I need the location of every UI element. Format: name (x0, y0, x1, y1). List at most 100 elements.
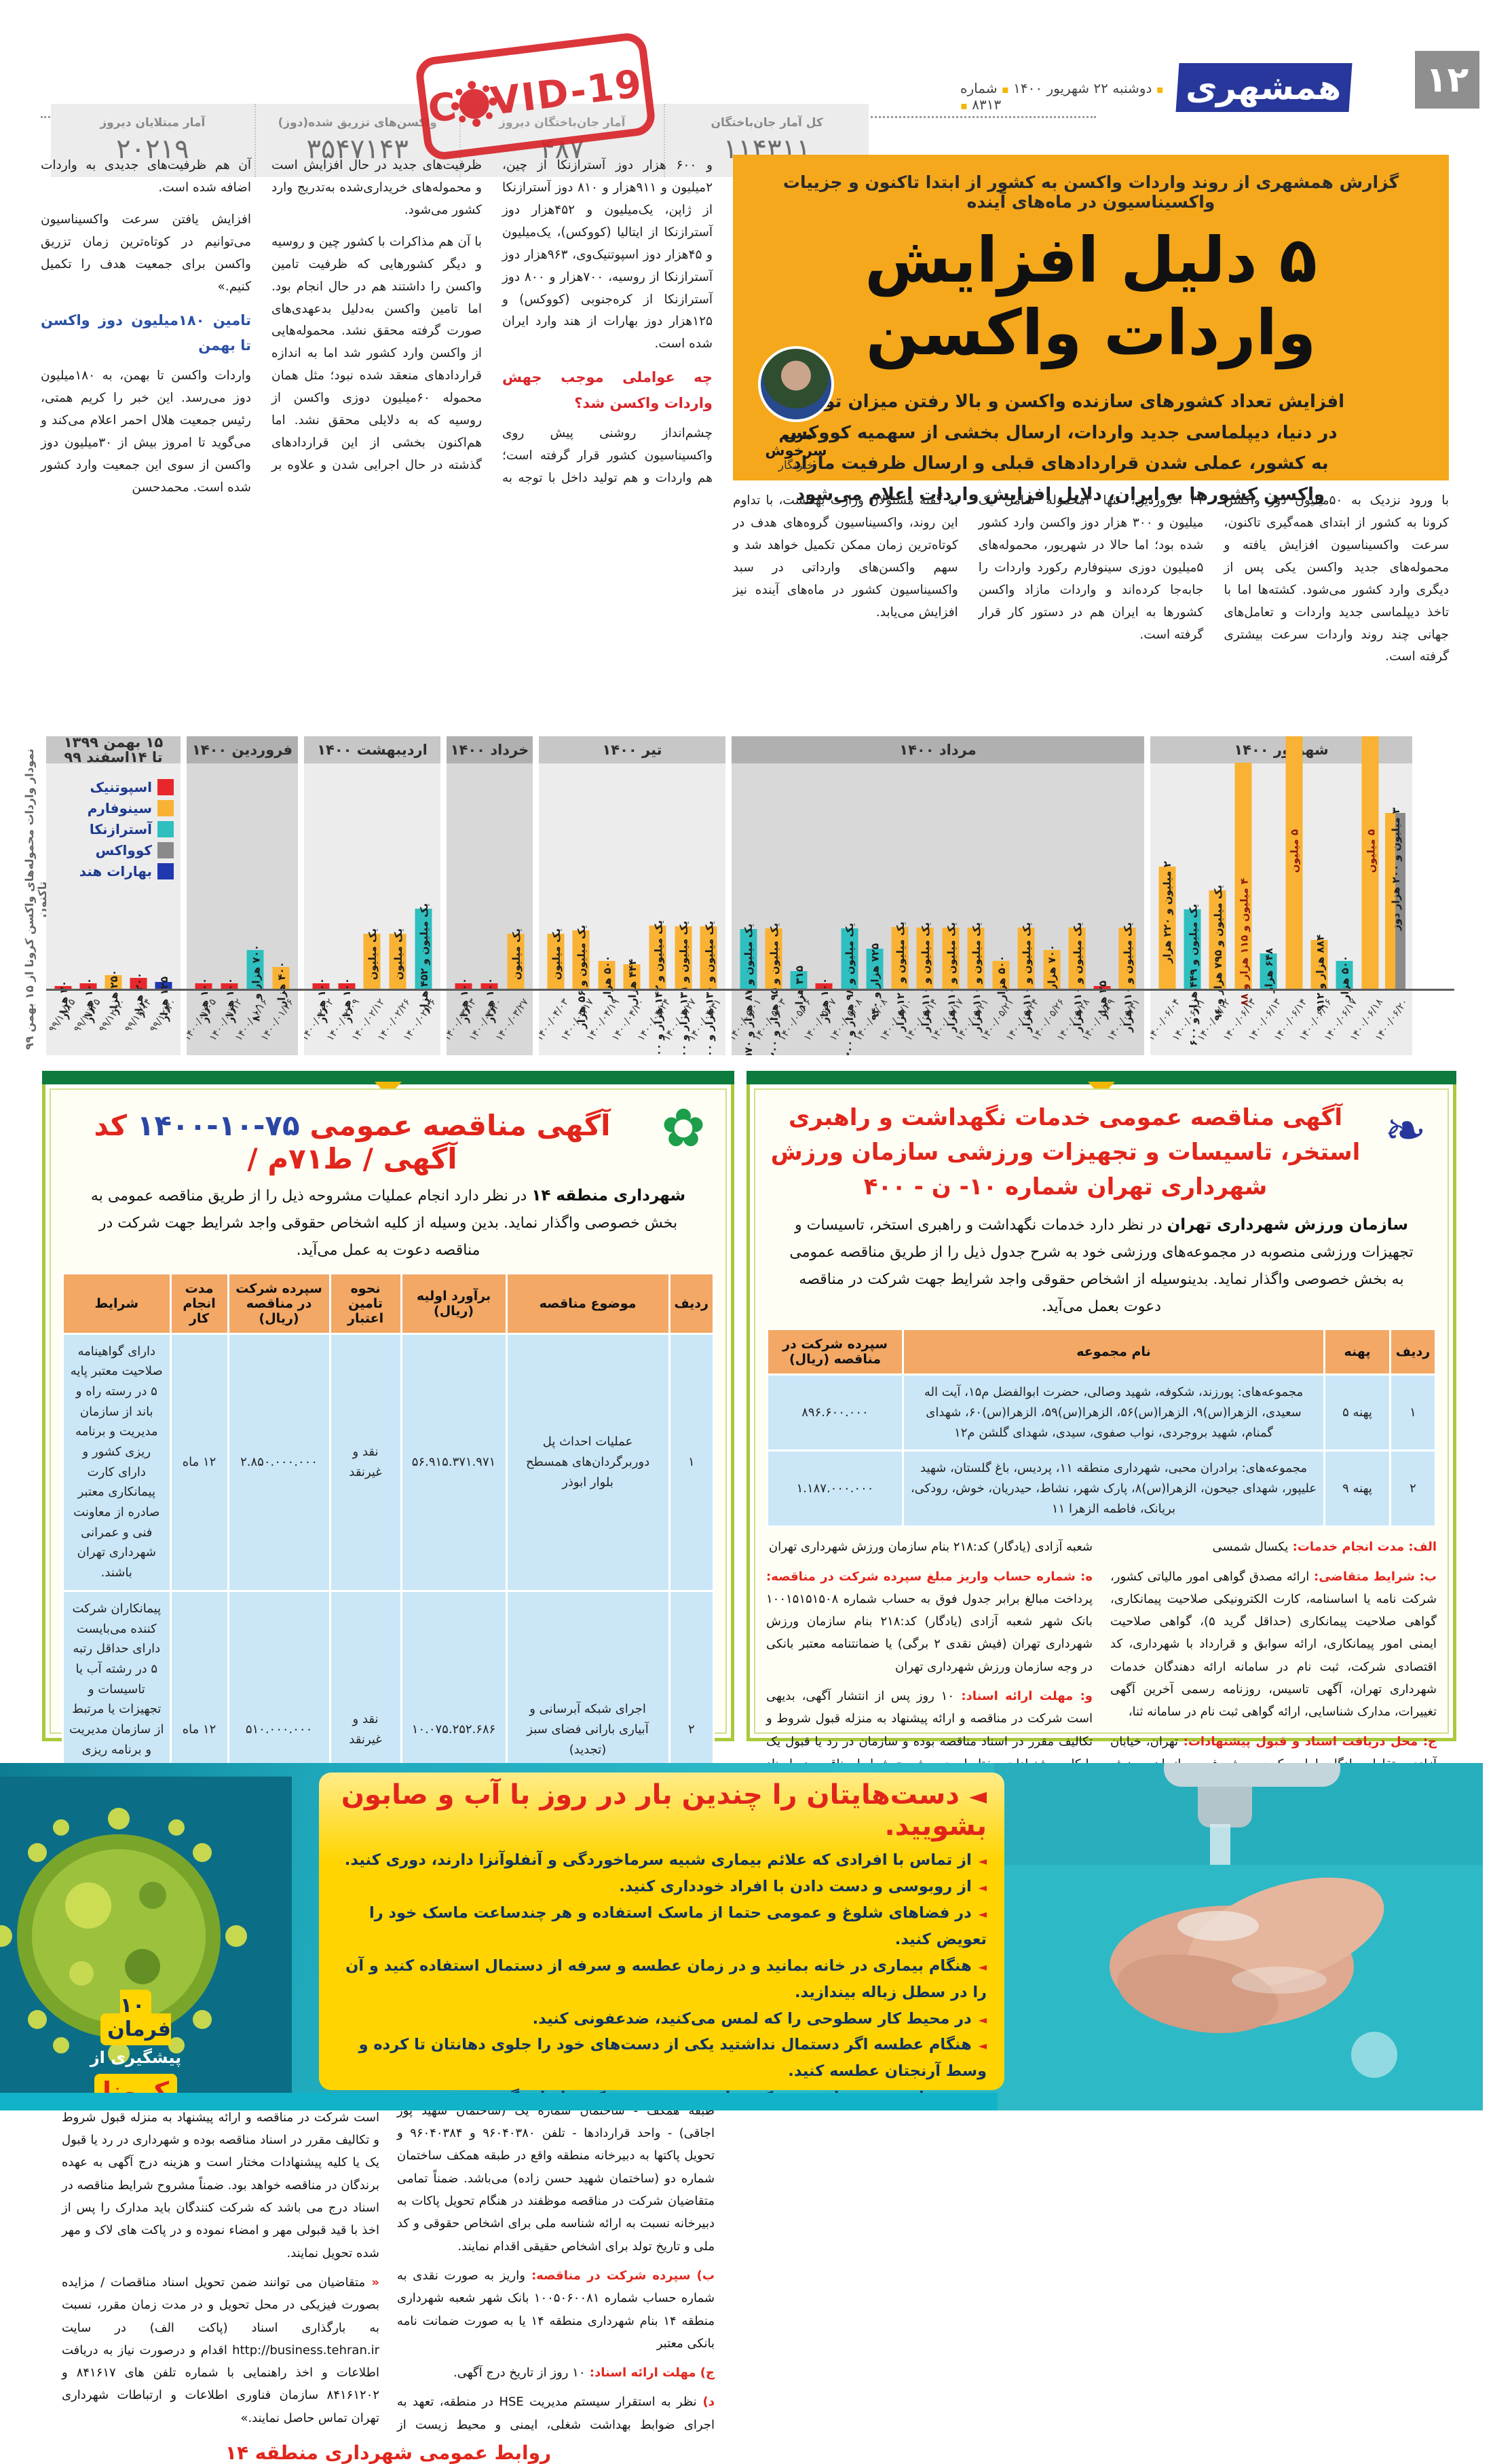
article-headline: ۵ دلیل افزایش واردات واکسن (865, 224, 1317, 369)
legend-item: آسترازنکا (53, 821, 174, 837)
chart-panel-plot: یک میلیون و ۸۷ هزار و ۵۷۰ ۱۴۰۰/۰۵/۰۱ یک می… (732, 763, 1144, 1055)
chart-bar: ۵ میلیون ۱۴۰۰/۰۶/۱۸ (1348, 736, 1385, 1043)
ad-left-inner: ✿ آگهی مناقصه عمومی ۷۵-۱۰-۱۴۰۰ کد آگهی /… (50, 1088, 727, 2464)
table-cell: مجموعه‌های: پورزند، شکوفه، شهید وصالی، ح… (902, 1373, 1325, 1452)
legend-item: اسپوتنیک (53, 779, 174, 795)
legend-item: بهارات هند (53, 863, 174, 879)
bar-rect (623, 964, 641, 989)
table-header: برآورد اولیه (ریال) (400, 1272, 508, 1335)
chart-panel-title: خرداد ۱۴۰۰ (447, 736, 533, 763)
ad-right-table: ردیف پهنه نام مجموعه سپرده شرکت در مناقصه (… (766, 1328, 1437, 1528)
table-cell: مجموعه‌های: برادران محبی، شهرداری منطقه … (902, 1449, 1325, 1528)
ad-note: الف: مدت انجام خدمات: یکسال شمسی (1110, 1536, 1437, 1558)
bar-rect (507, 934, 525, 989)
article-kicker: گزارش همشهری از روند واردات واکسن به کشو… (782, 172, 1399, 212)
bar-rect (815, 983, 833, 989)
article-body-below-lead: با ورود نزدیک به ۵۰میلیون دوز واکسن کرون… (733, 490, 1449, 726)
legend-swatch-icon (157, 779, 174, 795)
bar-value-label: ۵۰۰ هزار (996, 955, 1008, 1001)
bar-rect (312, 983, 330, 989)
bar-rect (1209, 890, 1226, 989)
bar-value-label: ۳ میلیون و ۲۰۰ هزار دوز (1390, 808, 1403, 931)
bar-rect (389, 934, 407, 989)
ad-note-text: به قراردادهای منعقده پیش پرداخت تعلق نمی… (62, 2088, 379, 2260)
reporter-name: مریم سرخوش (765, 426, 827, 459)
ad-note-label: « (365, 2275, 380, 2290)
ad-note-text: یکسال شمسی (1212, 1540, 1289, 1555)
table-header: نام مجموعه (902, 1328, 1325, 1376)
chart-bar: یک میلیون و ۱۱۰ هزار ۱۴۰۰/۰۵/۲۸ (1055, 763, 1092, 1043)
chart-panel-plot: ۱۰۰ هزار ۱۴۰۰/۰۲/۰۲ ۱۰۰ هزار ۱۴۰۰/۰۲/۰۹ یک م… (304, 763, 440, 1055)
bar-value-label: یک میلیون و ۱۳۰ هزار و ۴۰۰ (703, 921, 716, 1055)
bar-value-label: ۲ میلیون و ۲۲۰ هزار (1161, 861, 1174, 964)
corona-prevention-banner: ◄ دست‌هایتان را چندین بار در روز با آب و… (0, 1763, 1483, 2110)
chart-bar: یک میلیون ۱۴۰۰/۰۳/۲۷ (493, 763, 530, 1043)
chart-bar: یک میلیون و ۷۹۵ هزار و ۹۶ ۱۴۰۰/۰۶/۱۲ (1196, 763, 1232, 1043)
chart-bar: ۵۰۰ هزار ۱۴۰۰/۰۴/۱۹ (585, 763, 622, 1043)
legend-swatch-icon (157, 800, 174, 816)
bar-rect (1285, 736, 1303, 989)
ad-left-intro-bold: شهرداری منطقه ۱۴ (531, 1187, 686, 1205)
prevention-tip: هنگام بیماری در خانه بمانید و در زمان عط… (337, 1953, 987, 2006)
ad-right-inner: ❧ آگهی مناقصه عمومی خدمات نگهداشت و راهب… (754, 1088, 1449, 1895)
bar-rect (455, 983, 472, 989)
chart-bar: یک میلیون ۱۴۰۰/۰۲/۲۶ (376, 763, 413, 1043)
legend-swatch-icon (157, 821, 174, 837)
bar-value-label: ۴ میلیون و ۱۱۵ هزار و ۸۸ (1237, 878, 1250, 1006)
chart-bar: یک میلیون ۱۴۰۰/۰۴/۰۳ (539, 763, 571, 1043)
banner-title-text: دست‌هایتان را چندین بار در روز با آب و ص… (341, 1779, 987, 1842)
issue-number: شماره ۸۳۱۳ (960, 80, 1002, 113)
chart-panel-title: مرداد ۱۴۰۰ (732, 736, 1144, 763)
legend-label: بهارات هند (79, 863, 152, 879)
bar-rect (1068, 928, 1086, 989)
ad-note: ج) مهلت ارائه اسناد: ۱۰ روز از تاریخ درج… (397, 2362, 715, 2384)
bar-rect (891, 927, 909, 989)
table-cell: عملیات احداث پل دوربرگردان‌های همسطح بلو… (505, 1332, 670, 1592)
ad-right-intro-text: در نظر دارد خدمات نگهداشت و راهبری استخر… (789, 1217, 1414, 1315)
ad-sports-organization: ❧ آگهی مناقصه عمومی خدمات نگهداشت و راهب… (746, 1071, 1456, 1895)
table-cell: ۸۹۶.۶۰۰.۰۰۰ (766, 1373, 904, 1452)
table-header: سپرده شرکت در مناقصه (ریال) (766, 1328, 904, 1376)
prevention-tip: هنگام عطسه اگر دستمال نداشتید یکی از دست… (337, 2032, 987, 2085)
chart-bar: یک میلیون و ۱۱۰ هزار ۱۴۰۰/۰۵/۲۱ (954, 763, 991, 1043)
ad-note-label: و: مهلت ارائه اسناد: (954, 1689, 1093, 1704)
ad-note: « متقاضیان می توانند ضمن تحویل اسناد منا… (62, 2271, 379, 2429)
article-paragraph: واردات واکسن تا بهمن، به ۱۸۰میلیون دوز م… (41, 368, 251, 495)
bar-value-label: ۵۰۰ هزار (1339, 955, 1352, 1001)
bar-rect (1260, 953, 1277, 989)
table-header: ردیف (668, 1272, 715, 1335)
table-header: سپرده شرکت در مناقصه (ریال) (227, 1272, 331, 1335)
table-cell: ۱ (668, 1332, 715, 1592)
legend-label: آسترازنکا (89, 821, 152, 837)
table-cell: ۲ (1389, 1449, 1437, 1528)
chart-bar: ۱۲۵ هزار ۹۹/۱۲/۲۰ (148, 763, 179, 1034)
ad-left-intro: شهرداری منطقه ۱۴ در نظر دارد انجام عملیا… (82, 1182, 694, 1264)
chart-bar: ۲۰ هزار ۹۹/۱۱/۱۵ (47, 763, 78, 1034)
prevention-tip: در فضاهای شلوغ و عمومی حتما از ماسک استف… (337, 1900, 987, 1953)
ad-note: ب) سپرده شرکت در مناقصه: واریز به صورت ن… (397, 2264, 715, 2355)
ad-note: ذ) به قراردادهای منعقده پیش پرداخت تعلق … (62, 2084, 379, 2264)
stat-item: آمار جان‌باختگان دیروز ۴۸۷ (459, 104, 664, 177)
chart-bar: ۴۰۰ هزار ۱۴۰۰/۰۱/۲۶ (259, 763, 296, 1043)
prevention-tip: از تماس با افرادی که علائم بیماری شبیه س… (337, 1847, 987, 1874)
chart-panels: ۱۵ بهمن ۱۳۹۹ تا ۱۴اسفند ۹۹ اسپوتنیک سینوفا… (46, 736, 1454, 1055)
article-subhead: چه عواملی موجب جهش واردات واکسن شد؟ (502, 369, 713, 411)
newspaper-logo: همشهری (1175, 63, 1353, 112)
ad-right-intro-bold: سازمان ورزش شهرداری تهران (1167, 1216, 1408, 1234)
stat-label: کل آمار جان‌باختگان (711, 116, 823, 130)
stamp-text-c: C (426, 83, 460, 132)
bar-rect (1234, 763, 1252, 989)
legend-label: سینوفارم (87, 800, 152, 816)
bar-value-label: یک میلیون (550, 928, 563, 981)
legend-swatch-icon (157, 842, 174, 858)
bar-value-label: ۵ میلیون (1288, 829, 1301, 873)
chart-bar: یک میلیون و ۸۷ هزار و ۵۷۰ ۱۴۰۰/۰۵/۰۱ (732, 763, 763, 1055)
stat-label: واکسن‌های تزریق شده(دوز) (278, 116, 437, 130)
bar-value-label: یک میلیون و ۴۵۲ هزار (418, 903, 431, 1014)
table-cell: پهنه ۵ (1323, 1373, 1391, 1452)
bar-rect (130, 978, 147, 989)
chart-bar: ۷۰۰ هزار ۱۴۰۰/۰۵/۲۶ (1029, 763, 1066, 1043)
ad-right-title: آگهی مناقصه عمومی خدمات نگهداشت و راهبری… (770, 1104, 1361, 1200)
chart-bar: ۷۲۵ هزار و ۹۴۰ ۱۴۰۰/۰۵/۰۸ (853, 763, 890, 1043)
bar-rect (105, 975, 122, 989)
